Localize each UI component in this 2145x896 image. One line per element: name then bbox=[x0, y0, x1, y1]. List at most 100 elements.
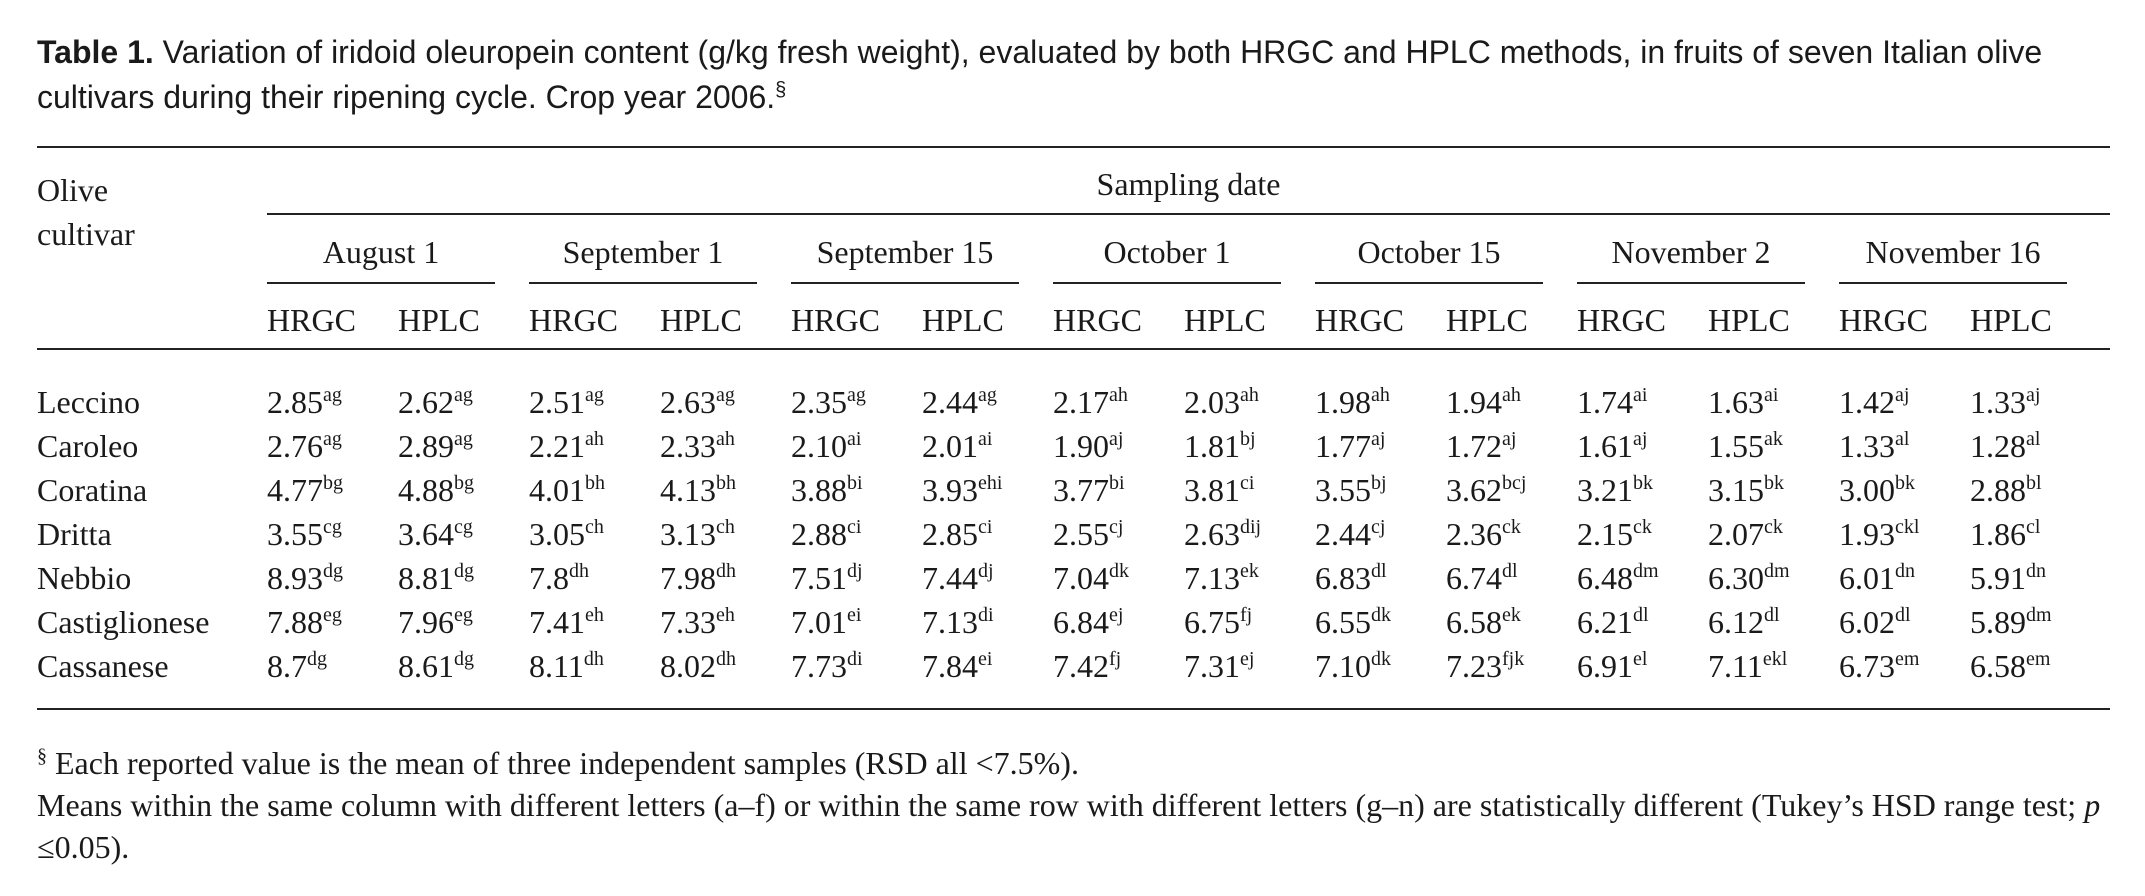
cell: 2.35ag bbox=[791, 385, 866, 418]
cell-letters: dl bbox=[1371, 560, 1387, 582]
cell: 1.90aj bbox=[1053, 429, 1123, 462]
cell-value: 1.81 bbox=[1184, 428, 1240, 464]
cell: 2.63dij bbox=[1184, 516, 1262, 550]
cell-value: 3.13 bbox=[660, 516, 716, 552]
cell-value: 2.07 bbox=[1708, 516, 1764, 552]
cell-letters: eh bbox=[585, 604, 604, 626]
cell-value: 1.72 bbox=[1446, 428, 1502, 464]
cell: 3.81ci bbox=[1184, 473, 1254, 506]
cell-value: 6.74 bbox=[1446, 560, 1502, 596]
cultivar: Cassanese bbox=[37, 648, 169, 684]
date-header: October 1 bbox=[1103, 234, 1231, 270]
cell: 4.88bg bbox=[398, 472, 474, 506]
cell-letters: bg bbox=[454, 472, 474, 494]
cell-letters: dg bbox=[454, 648, 474, 670]
cell-letters: ci bbox=[847, 516, 862, 538]
cell-value: 1.28 bbox=[1970, 428, 2026, 464]
cell-value: 3.00 bbox=[1839, 472, 1895, 508]
cell: 8.81dg bbox=[398, 561, 474, 594]
method-header: HRGC bbox=[1839, 302, 1928, 338]
cell-value: 7.23 bbox=[1446, 648, 1502, 684]
cell: 2.85ag bbox=[267, 385, 342, 418]
cell: 7.44dj bbox=[922, 561, 994, 594]
cell: 1.42aj bbox=[1839, 385, 1909, 418]
cell: 6.58ek bbox=[1446, 605, 1521, 638]
cell: 7.73di bbox=[791, 648, 863, 682]
cell: 2.17ah bbox=[1053, 385, 1128, 418]
rule bbox=[267, 282, 495, 284]
cell-letters: dl bbox=[1633, 604, 1649, 626]
rule bbox=[1053, 282, 1281, 284]
cell: 8.11dh bbox=[529, 649, 604, 682]
cell: 4.13bh bbox=[660, 473, 736, 506]
cell-letters: ck bbox=[1502, 516, 1521, 538]
cell-value: 3.62 bbox=[1446, 472, 1502, 508]
rule bbox=[37, 708, 2110, 710]
cell-value: 8.61 bbox=[398, 648, 454, 684]
cell-letters: cj bbox=[1371, 516, 1386, 538]
cell: 6.30dm bbox=[1708, 560, 1790, 596]
cultivar: Caroleo bbox=[37, 428, 139, 464]
cell-value: 2.76 bbox=[267, 428, 323, 464]
cell: 1.86cl bbox=[1970, 517, 2040, 550]
rule bbox=[267, 213, 2110, 215]
date-header: September 1 bbox=[562, 234, 724, 270]
cell: 2.15ck bbox=[1577, 517, 1652, 550]
cell-value: 2.03 bbox=[1184, 384, 1240, 420]
cell: 1.28al bbox=[1970, 428, 2040, 464]
cell: 2.62ag bbox=[398, 385, 473, 418]
cell: 3.05ch bbox=[529, 517, 604, 550]
cell-letters: dl bbox=[1502, 560, 1518, 582]
method-header: HPLC bbox=[1184, 302, 1266, 338]
cell: 6.75fj bbox=[1184, 605, 1252, 638]
cell: 2.51ag bbox=[529, 384, 604, 418]
cell-letters: dij bbox=[1240, 516, 1262, 538]
cell: 7.01ei bbox=[791, 605, 861, 638]
cell: 6.84ej bbox=[1053, 605, 1123, 638]
rule bbox=[529, 282, 757, 284]
footnote-mark: § bbox=[37, 745, 47, 767]
cell-letters: di bbox=[847, 648, 863, 670]
cell-value: 2.44 bbox=[1315, 516, 1371, 552]
cell-letters: eg bbox=[323, 604, 342, 626]
cell: 1.72aj bbox=[1446, 428, 1516, 464]
cell-value: 6.91 bbox=[1577, 648, 1633, 684]
cell-value: 7.42 bbox=[1053, 648, 1109, 684]
method-header: HRGC bbox=[791, 302, 880, 338]
cell-letters: ag bbox=[585, 384, 604, 406]
cell-letters: eh bbox=[716, 604, 735, 626]
cell-letters: aj bbox=[2026, 384, 2041, 406]
cell-value: 2.85 bbox=[922, 516, 978, 552]
cell: 7.13di bbox=[922, 604, 994, 640]
cell-value: 7.13 bbox=[922, 604, 978, 640]
cell-letters: ah bbox=[716, 428, 735, 450]
cell: 1.93ckl bbox=[1839, 516, 1920, 550]
cell-value: 1.98 bbox=[1315, 384, 1371, 420]
cell-letters: ah bbox=[1240, 384, 1259, 406]
cell-value: 6.55 bbox=[1315, 604, 1371, 640]
cell: 8.02dh bbox=[660, 648, 736, 684]
cell-value: 8.02 bbox=[660, 648, 716, 684]
cell-value: 2.01 bbox=[922, 428, 978, 464]
cell-value: 6.30 bbox=[1708, 560, 1764, 596]
cell: 1.63ai bbox=[1708, 385, 1778, 418]
cell-value: 3.55 bbox=[267, 516, 323, 552]
cell-letters: dh bbox=[569, 560, 589, 582]
cell: 2.63ag bbox=[660, 385, 735, 418]
cell-letters: ch bbox=[716, 516, 735, 538]
cell: 3.13ch bbox=[660, 516, 735, 552]
date-header: October 15 bbox=[1357, 234, 1501, 270]
cell-letters: ckl bbox=[1895, 516, 1920, 538]
cell-value: 6.73 bbox=[1839, 648, 1895, 684]
cell: 2.07ck bbox=[1708, 516, 1783, 552]
cell: 3.88bi bbox=[791, 473, 863, 506]
cell: 6.83dl bbox=[1315, 560, 1387, 594]
cell-value: 1.77 bbox=[1315, 428, 1371, 464]
cell: 8.7dg bbox=[267, 649, 327, 682]
caption-mark: § bbox=[775, 79, 787, 101]
cell: 3.00bk bbox=[1839, 472, 1915, 508]
cell-value: 6.01 bbox=[1839, 560, 1895, 596]
cell: 3.21bk bbox=[1577, 473, 1653, 506]
cell: 2.85ci bbox=[922, 516, 992, 552]
cell: 6.12dl bbox=[1708, 605, 1780, 638]
